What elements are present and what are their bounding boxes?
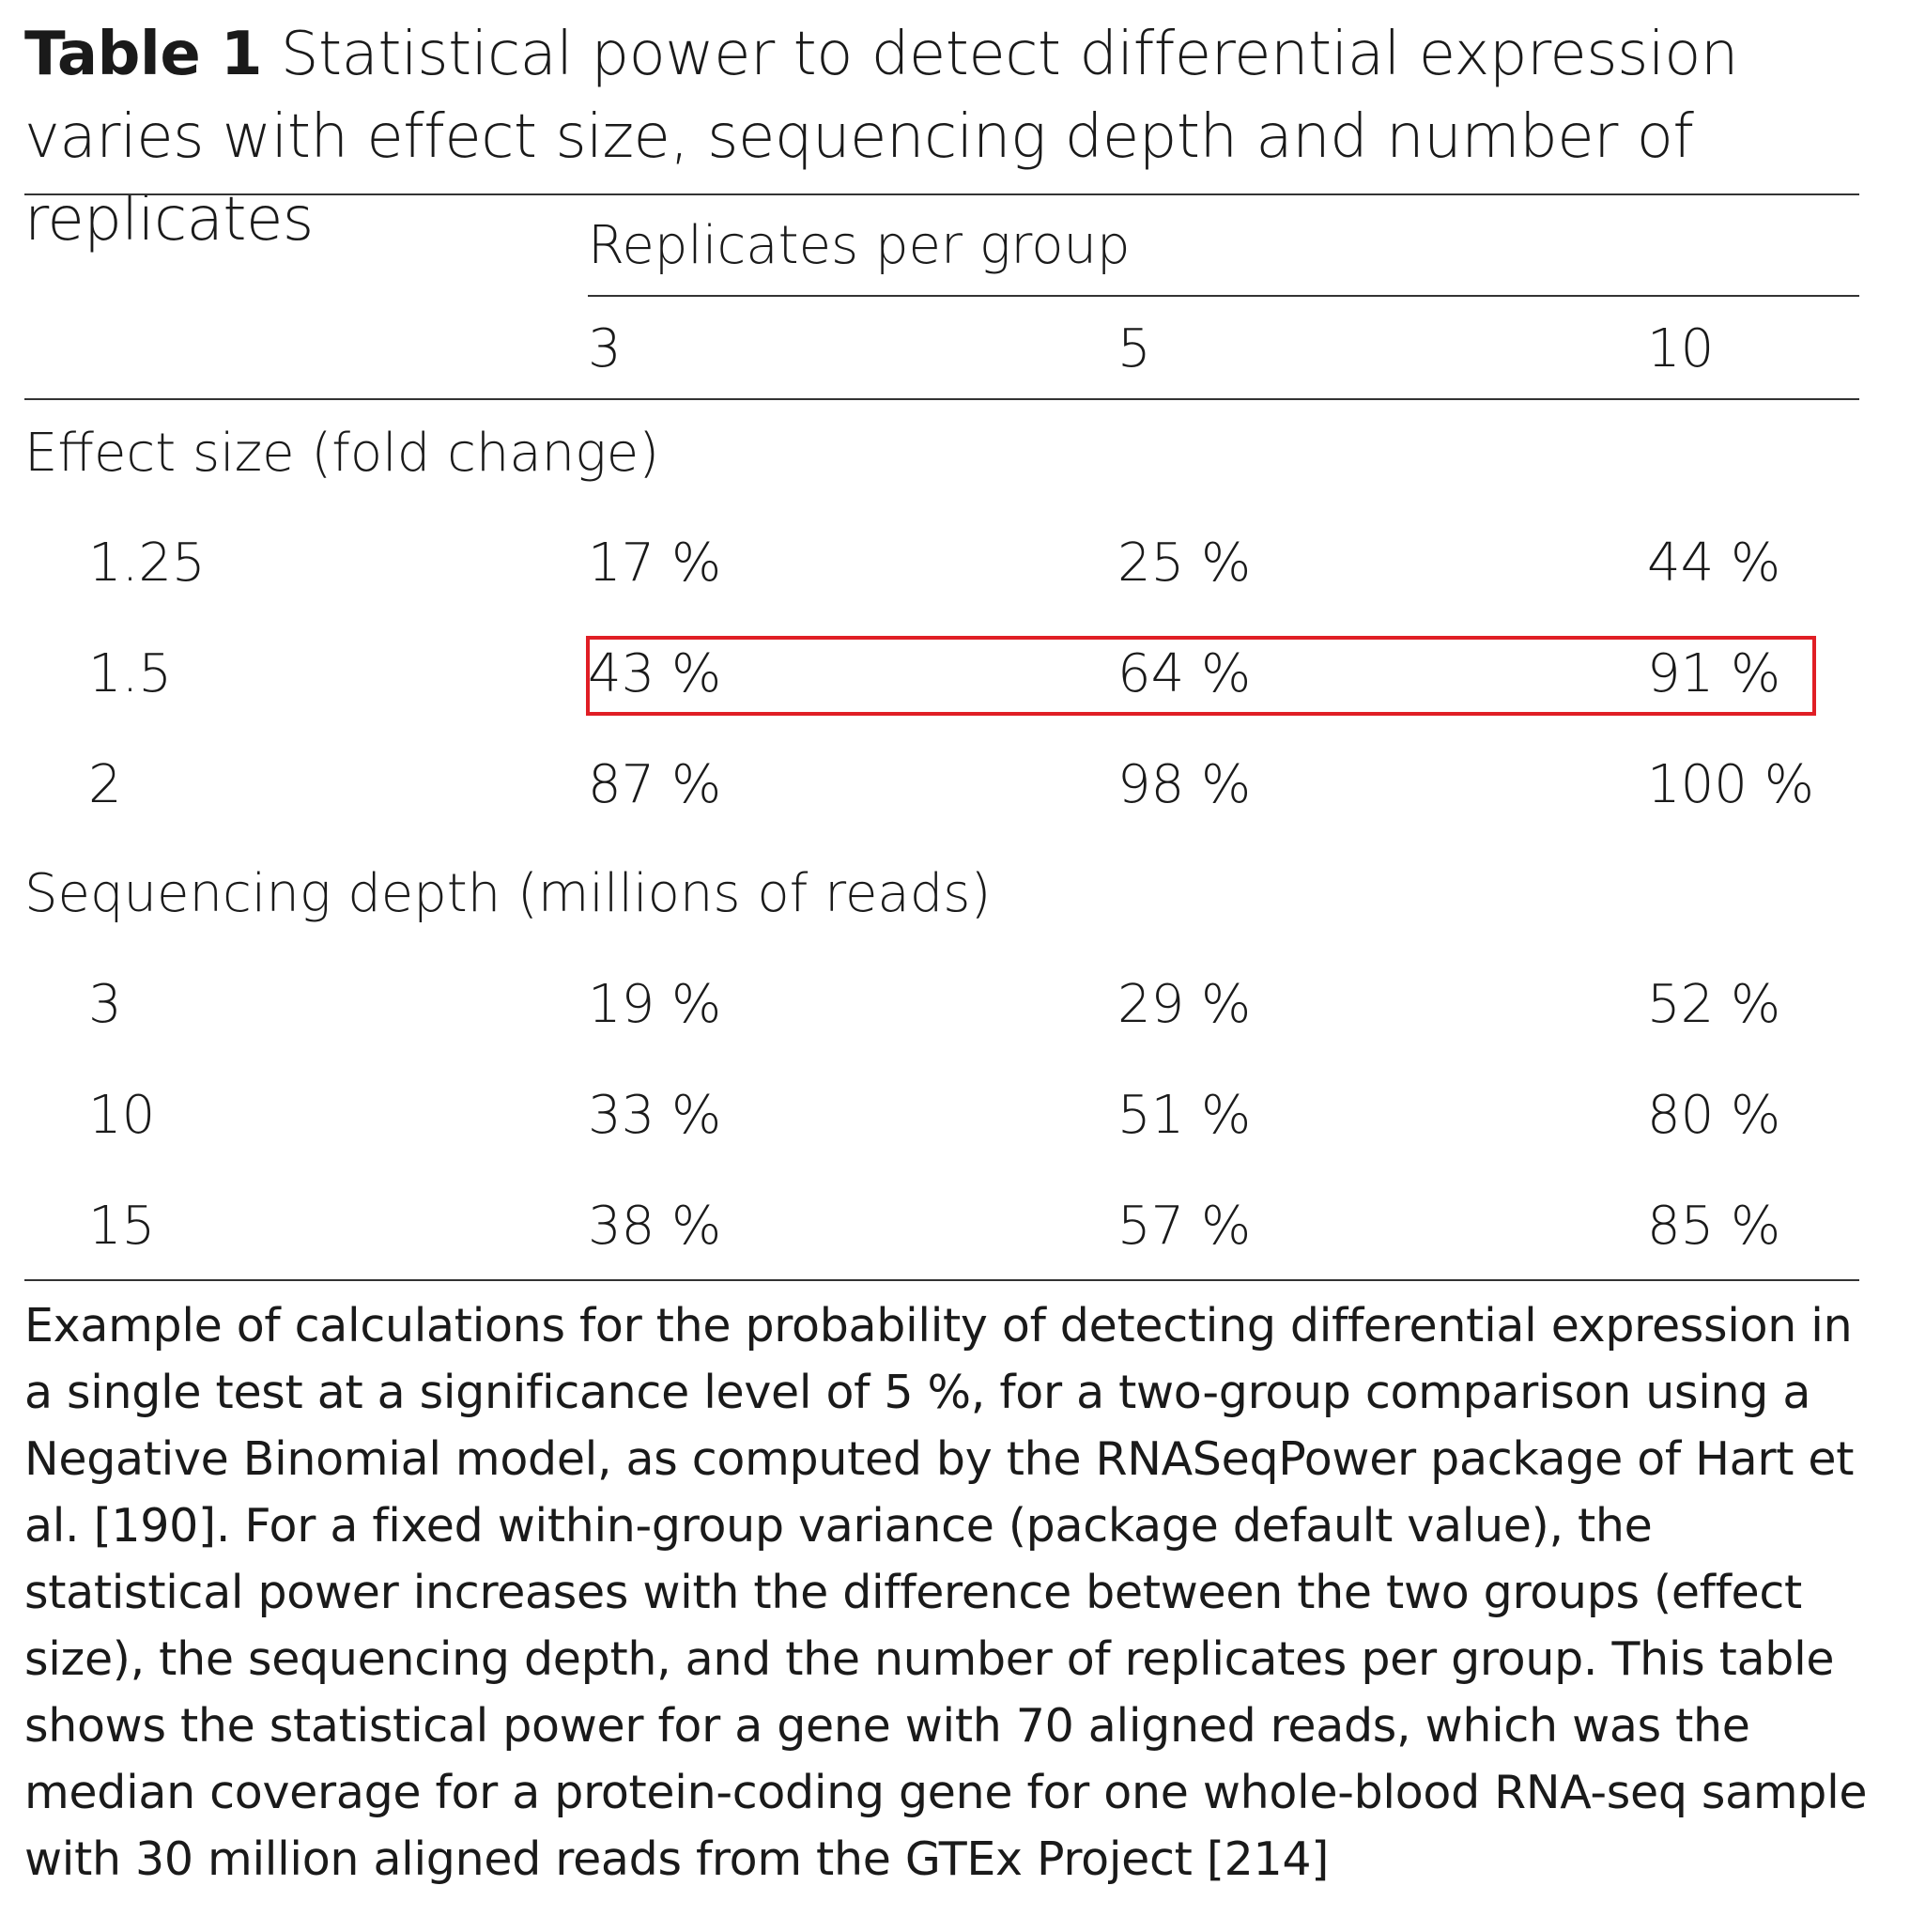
table-cell: 87 % [588,754,722,815]
column-header-5: 5 [1117,318,1151,379]
table-cell: 91 % [1647,643,1781,704]
column-header-10: 10 [1647,318,1715,379]
table-cell: 51 % [1117,1085,1252,1146]
table-cell: 52 % [1647,974,1781,1035]
table-label: Table 1 [24,20,263,89]
table-cell: 38 % [588,1196,722,1257]
table-cell: 43 % [588,643,722,704]
row-label: 3 [88,974,122,1035]
table-cell: 100 % [1647,754,1814,815]
table-title: Table 1 Statistical power to detect diff… [24,13,1865,261]
row-label: 10 [88,1085,156,1146]
section-heading-sequencing-depth: Sequencing depth (millions of reads) [24,863,992,924]
table-cell: 17 % [588,533,722,594]
top-rule [24,193,1859,195]
table-cell: 29 % [1117,974,1252,1035]
highlight-box [586,636,1816,716]
table-cell: 57 % [1117,1196,1252,1257]
header-rule [24,398,1859,400]
column-group-rule [588,295,1859,297]
table-cell: 98 % [1117,754,1252,815]
column-group-header: Replicates per group [588,215,1131,276]
row-label: 1.25 [88,533,206,594]
table-cell: 19 % [588,974,722,1035]
table-title-text: Statistical power to detect differential… [24,20,1738,255]
row-label: 1.5 [88,643,173,704]
bottom-rule [24,1279,1859,1281]
table-cell: 33 % [588,1085,722,1146]
table-cell: 44 % [1647,533,1781,594]
table-cell: 85 % [1647,1196,1781,1257]
table-cell: 25 % [1117,533,1252,594]
table-caption: Example of calculations for the probabil… [24,1299,1868,1886]
row-label: 2 [88,754,122,815]
row-label: 15 [88,1196,156,1257]
column-header-3: 3 [588,318,622,379]
table-cell: 64 % [1117,643,1252,704]
table-cell: 80 % [1647,1085,1781,1146]
section-heading-effect-size: Effect size (fold change) [24,423,660,484]
